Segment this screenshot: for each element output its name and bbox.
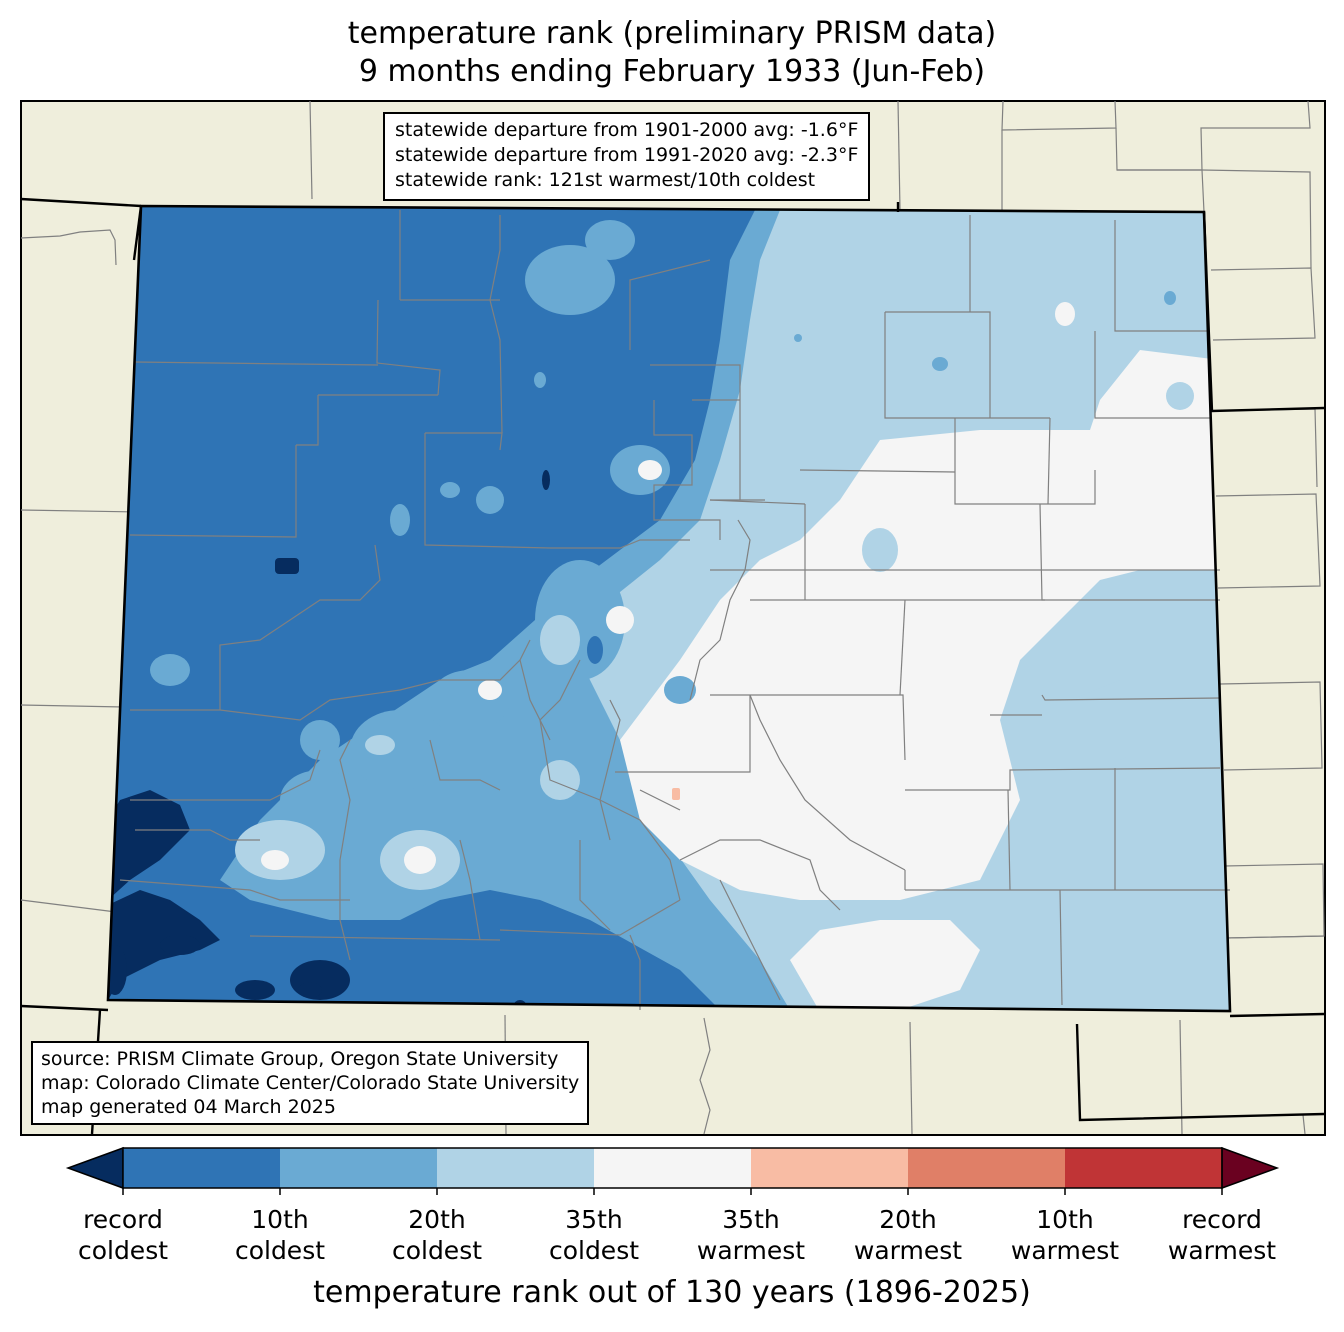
legend-extend-low bbox=[65, 1146, 124, 1190]
source-box: source: PRISM Climate Group, Oregon Stat… bbox=[31, 1041, 590, 1125]
legend-bin bbox=[280, 1148, 437, 1188]
legend-tick-label: 35th coldest bbox=[514, 1204, 674, 1266]
legend-tick-label: 10th warmest bbox=[985, 1204, 1145, 1266]
legend-bin bbox=[123, 1148, 280, 1188]
tick-label-line1: 35th bbox=[565, 1205, 623, 1234]
tick-label-line1: 10th bbox=[251, 1205, 309, 1234]
source-line: source: PRISM Climate Group, Oregon Stat… bbox=[41, 1048, 559, 1070]
tick-label-line2: coldest bbox=[77, 1236, 169, 1265]
map-subtitle: 9 months ending February 1933 (Jun-Feb) bbox=[358, 54, 986, 89]
tick-label-line2: warmest bbox=[1167, 1236, 1277, 1265]
generated-date-line: map generated 04 March 2025 bbox=[41, 1096, 336, 1118]
tick-label-line2: coldest bbox=[391, 1236, 483, 1265]
stats-departure-1901-2000: statewide departure from 1901-2000 avg: … bbox=[395, 119, 859, 141]
tick-label-line1: 35th bbox=[722, 1205, 780, 1234]
legend-outline bbox=[122, 1147, 1223, 1189]
legend-label: temperature rank out of 130 years (1896-… bbox=[313, 1275, 1031, 1310]
tick-label-line2: warmest bbox=[696, 1236, 806, 1265]
tick-label-line2: warmest bbox=[1010, 1236, 1120, 1265]
legend-tick-label: record coldest bbox=[43, 1204, 203, 1266]
statewide-stats-box: statewide departure from 1901-2000 avg: … bbox=[383, 112, 871, 201]
legend-bin bbox=[908, 1148, 1065, 1188]
tick-label-line1: 20th bbox=[408, 1205, 466, 1234]
tick-label-line2: warmest bbox=[853, 1236, 963, 1265]
colorado-rank-map bbox=[20, 100, 1326, 1136]
map-title: temperature rank (preliminary PRISM data… bbox=[347, 16, 997, 51]
legend-bin bbox=[1065, 1148, 1222, 1188]
tick-label-line1: 10th bbox=[1036, 1205, 1094, 1234]
legend-bin bbox=[437, 1148, 594, 1188]
tick-label-line2: coldest bbox=[234, 1236, 326, 1265]
map-credit-line: map: Colorado Climate Center/Colorado St… bbox=[41, 1072, 580, 1094]
legend-bin bbox=[594, 1148, 751, 1188]
colorado-county-lines bbox=[119, 210, 1230, 1010]
legend-tick-label: 10th coldest bbox=[200, 1204, 360, 1266]
stats-departure-1991-2020: statewide departure from 1991-2020 avg: … bbox=[395, 144, 859, 166]
tick-label-line2: coldest bbox=[548, 1236, 640, 1265]
tick-label-line1: 20th bbox=[879, 1205, 937, 1234]
tick-label-line1: record bbox=[83, 1205, 163, 1234]
stats-rank: statewide rank: 121st warmest/10th colde… bbox=[395, 169, 816, 191]
legend-tick-label: 20th warmest bbox=[828, 1204, 988, 1266]
legend-tick-label: record warmest bbox=[1142, 1204, 1302, 1266]
legend-extend-high bbox=[1221, 1146, 1280, 1190]
tick-label-line1: record bbox=[1182, 1205, 1262, 1234]
legend-tick-label: 35th warmest bbox=[671, 1204, 831, 1266]
legend-bin bbox=[751, 1148, 908, 1188]
legend-tick-label: 20th coldest bbox=[357, 1204, 517, 1266]
state-boundaries bbox=[20, 197, 1325, 1135]
colorado-rank-field bbox=[108, 206, 1230, 1011]
legend-colorbar bbox=[65, 1146, 1280, 1195]
